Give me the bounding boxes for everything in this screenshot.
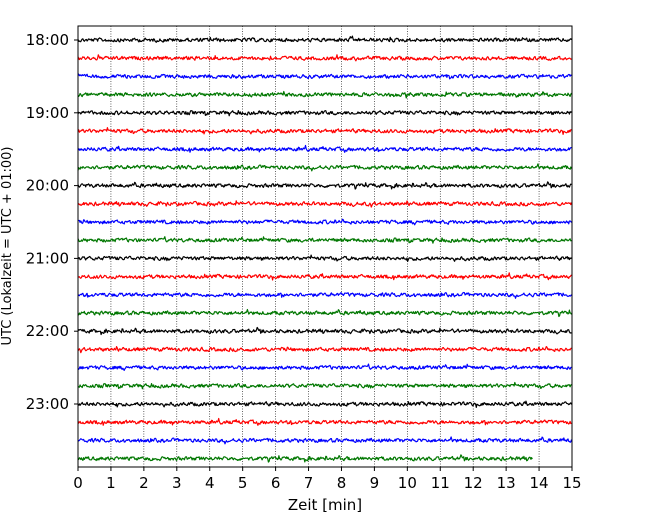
x-tick-label: 8 [337,474,347,492]
seismic-trace [77,144,572,153]
y-tick-label: 22:00 [26,322,69,340]
seismic-trace [77,181,572,190]
x-tick-label: 7 [304,474,314,492]
seismic-trace [77,127,572,135]
seismic-traces [77,35,573,463]
seismic-trace [77,417,572,426]
x-tick-label: 12 [464,474,483,492]
x-axis-label: Zeit [min] [288,496,362,514]
seismic-trace [77,254,572,262]
seismic-trace [77,363,572,371]
y-tick-label: 21:00 [26,249,69,267]
seismic-trace [77,272,572,281]
x-tick-label: 10 [398,474,417,492]
y-tick-label: 18:00 [26,31,69,49]
seismic-trace [77,236,572,244]
y-tick-label: 20:00 [26,177,69,195]
x-tick-label: 15 [562,474,581,492]
seismic-trace [77,110,572,117]
seismic-trace [77,54,572,62]
x-tick-label: 13 [497,474,516,492]
y-axis-label: UTC (Lokalzeit = UTC + 01:00) [0,147,15,346]
seismic-trace [77,381,572,390]
seismic-trace [77,291,573,299]
y-tick-label: 23:00 [26,395,69,413]
seismic-trace [77,163,573,172]
x-tick-label: 2 [139,474,149,492]
seismic-trace [77,326,572,336]
seismic-trace [77,200,573,208]
y-axis-ticks: 18:00 19:00 20:00 21:00 22:00 23:00 [26,31,78,413]
x-tick-label: 11 [431,474,450,492]
x-tick-label: 4 [205,474,215,492]
seismic-trace [77,436,573,445]
x-tick-label: 3 [172,474,182,492]
plot-frame [77,25,573,468]
x-tick-label: 5 [238,474,248,492]
x-tick-label: 1 [106,474,116,492]
seismic-trace [77,454,533,463]
x-axis-ticks: 0 1 2 3 4 5 6 7 8 9 10 11 12 13 14 15 [73,467,582,492]
x-tick-label: 14 [530,474,549,492]
y-tick-label: 19:00 [26,104,69,122]
seismic-trace [77,308,573,318]
x-tick-label: 9 [370,474,380,492]
seismic-trace [77,73,572,80]
seismic-trace [77,345,572,354]
seismic-trace [77,90,573,99]
seismic-trace [77,35,572,43]
seismic-trace [77,400,573,408]
seismic-trace [77,218,573,226]
x-tick-label: 0 [73,474,83,492]
x-gridlines [110,26,540,467]
x-tick-label: 6 [271,474,281,492]
